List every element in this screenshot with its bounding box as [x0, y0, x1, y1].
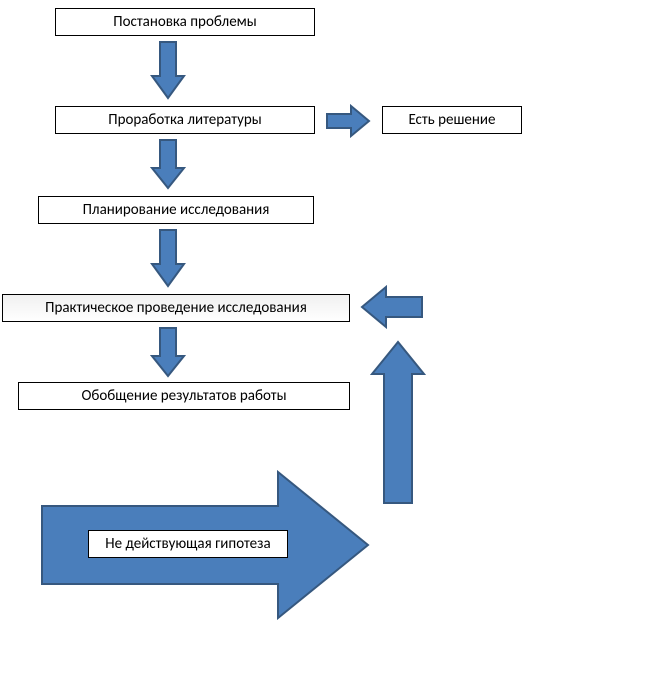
arrow-left-icon	[360, 285, 424, 329]
box-literature: Проработка литературы	[55, 106, 315, 134]
box-generalize: Обобщение результатов работы	[18, 382, 350, 410]
box-problem: Постановка проблемы	[55, 8, 315, 36]
arrow-down-icon	[150, 326, 186, 378]
arrow-down-icon	[150, 138, 186, 190]
arrow-right-icon	[325, 104, 371, 138]
arrow-up-icon	[370, 340, 426, 505]
box-planning: Планирование исследования	[38, 196, 314, 224]
box-practical: Практическое проведение исследования	[2, 294, 350, 322]
arrow-down-icon	[150, 228, 186, 288]
arrow-down-icon	[150, 40, 186, 100]
box-hypothesis: Не действующая гипотеза	[88, 530, 288, 558]
box-solution: Есть решение	[382, 106, 522, 134]
